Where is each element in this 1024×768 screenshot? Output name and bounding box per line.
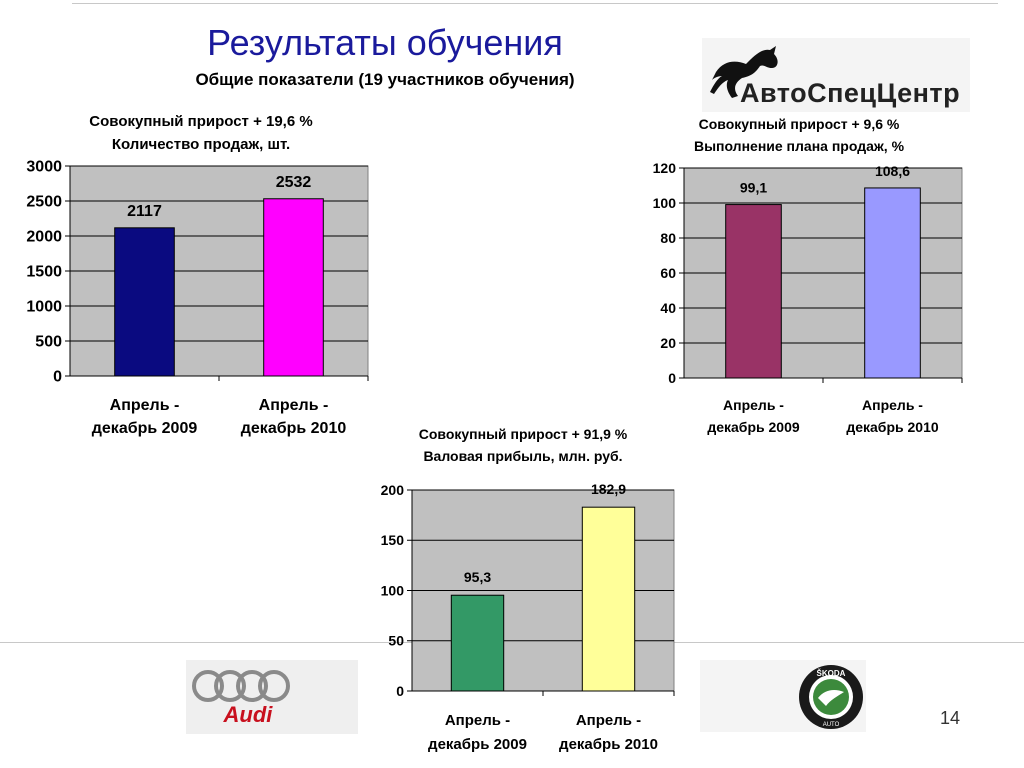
chart1-category-label: Апрель -	[259, 397, 329, 414]
chart3-bar	[581, 506, 636, 692]
chart2-subtitle: Выполнение плана продаж, %	[693, 137, 905, 154]
chart3-category-label: декабрь 2010	[559, 736, 658, 753]
chart2-ytick-label: 0	[668, 370, 676, 386]
chart1-value-label: 2532	[276, 174, 312, 191]
chart3-category-label: Апрель -	[445, 712, 510, 729]
chart3-ytick-label: 50	[388, 633, 404, 649]
chart3-ytick-label: 0	[396, 683, 404, 699]
chart1-ytick-label: 1500	[26, 264, 62, 281]
chart2-ytick-label: 120	[653, 160, 677, 176]
chart3-value-label: 182,9	[591, 481, 626, 497]
chart3-title: Совокупный прирост + 91,9 %	[418, 426, 628, 442]
audi-rings-icon	[192, 670, 290, 702]
chart1-category-label: декабрь 2009	[92, 420, 198, 437]
company-logo	[702, 38, 970, 112]
chart3-ytick-label: 100	[381, 582, 405, 598]
sales-count-chart: 0 500 1000 1500 2000 2500 3000 2117 Апрель - дека…	[26, 159, 369, 437]
chart2-ytick-label: 80	[660, 230, 676, 246]
chart2-value-label: 99,1	[740, 180, 767, 196]
chart3-ytick-label: 200	[381, 482, 405, 498]
chart3-header: Совокупный прирост + 91,9 % Валовая приб…	[388, 424, 658, 467]
chart3-ytick-label: 150	[381, 532, 405, 548]
chart2-bar	[864, 187, 921, 379]
chart1-title: Совокупный прирост + 19,6 %	[89, 113, 313, 130]
skoda-wordmark: ŠKODA	[817, 669, 846, 678]
chart2-title: Совокупный прирост + 9,6 %	[698, 116, 900, 132]
chart2-bar	[725, 204, 782, 379]
chart1-ytick-label: 0	[53, 369, 62, 386]
chart2-value-label: 108,6	[875, 163, 910, 179]
chart2-category-label: декабрь 2009	[707, 419, 800, 435]
chart1-ytick-label: 2500	[26, 194, 62, 211]
chart3-subtitle: Валовая прибыль, млн. руб.	[423, 447, 623, 464]
chart1-header: Совокупный прирост + 19,6 % Количество п…	[56, 110, 346, 157]
sales-plan-chart: 0 20 40 60 80 100 120 99,1 Апрель - декабрь 2009 1…	[653, 160, 963, 435]
chart1-ytick-label: 1000	[26, 299, 62, 316]
page-number: 14	[940, 708, 961, 728]
chart3-bar	[450, 594, 505, 692]
chart1-ytick-label: 2000	[26, 229, 62, 246]
chart1-category-label: Апрель -	[110, 397, 180, 414]
skoda-emblem-icon: ŠKODA AUTO	[799, 665, 863, 729]
skoda-subtext: AUTO	[823, 722, 840, 728]
chart2-ytick-label: 20	[660, 335, 676, 351]
horse-icon	[710, 46, 778, 98]
gross-profit-chart: 0 50 100 150 200 95,3 Апрель - декабрь 2009 182,…	[381, 481, 675, 753]
chart3-value-label: 95,3	[464, 569, 491, 585]
chart2-header: Совокупный прирост + 9,6 % Выполнение пл…	[664, 114, 934, 157]
audi-wordmark: Audi	[223, 702, 273, 727]
chart3-category-label: Апрель -	[576, 712, 641, 729]
skoda-logo: ŠKODA AUTO	[700, 660, 866, 732]
chart1-ytick-label: 3000	[26, 159, 62, 176]
slide-title: Результаты обучения	[207, 22, 563, 63]
chart1-value-label: 2117	[127, 203, 162, 220]
chart2-ytick-label: 40	[660, 300, 676, 316]
top-divider	[72, 3, 998, 4]
slide-subtitle: Общие показатели (19 участников обучения…	[195, 70, 575, 89]
chart2-category-label: декабрь 2010	[846, 419, 939, 435]
chart3-category-label: декабрь 2009	[428, 736, 527, 753]
chart2-category-label: Апрель -	[862, 397, 923, 413]
company-logo-text: АвтоСпецЦентр	[740, 78, 961, 108]
chart2-ytick-label: 100	[653, 195, 677, 211]
chart1-ytick-label: 500	[35, 334, 62, 351]
chart1-subtitle: Количество продаж, шт.	[111, 136, 291, 154]
audi-logo: Audi	[186, 660, 358, 734]
chart1-bar	[114, 227, 175, 377]
chart1-category-label: декабрь 2010	[241, 420, 347, 437]
chart2-category-label: Апрель -	[723, 397, 784, 413]
chart1-bar	[263, 198, 324, 377]
chart2-ytick-label: 60	[660, 265, 676, 281]
